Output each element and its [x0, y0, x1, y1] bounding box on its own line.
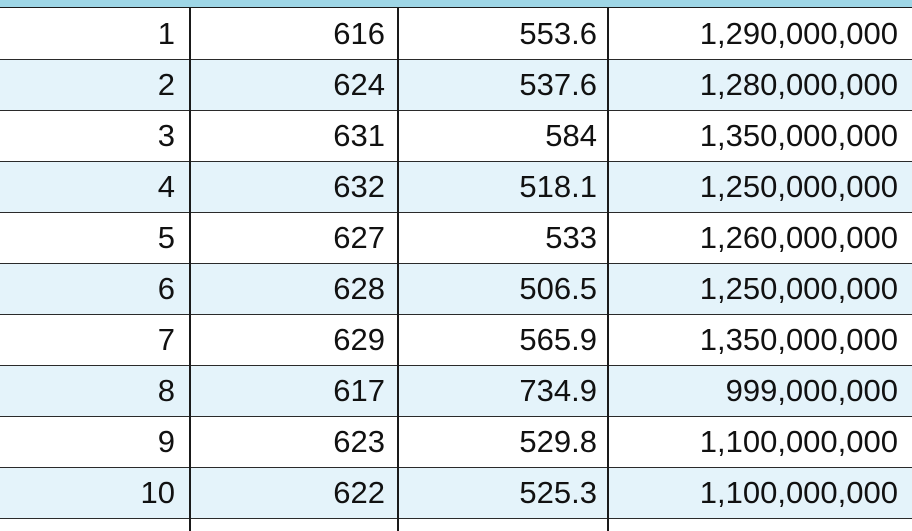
- table-row: 6 628 506.5 1,250,000,000: [0, 263, 912, 315]
- cell[interactable]: 4: [0, 161, 191, 213]
- cell[interactable]: 1,250,000,000: [608, 263, 912, 315]
- cell[interactable]: 1,100,000,000: [608, 467, 912, 519]
- cell[interactable]: 1,350,000,000: [608, 110, 912, 162]
- cell[interactable]: 632: [190, 161, 399, 213]
- table-row: 8 617 734.9 999,000,000: [0, 365, 912, 417]
- cell[interactable]: [398, 518, 609, 531]
- cell[interactable]: 734.9: [398, 365, 609, 417]
- cell[interactable]: 1: [0, 8, 191, 60]
- cell[interactable]: 553.6: [398, 8, 609, 60]
- cell[interactable]: 584: [398, 110, 609, 162]
- cell[interactable]: 1,290,000,000: [608, 8, 912, 60]
- table-row: 9 623 529.8 1,100,000,000: [0, 416, 912, 468]
- cell[interactable]: 506.5: [398, 263, 609, 315]
- cell[interactable]: 518.1: [398, 161, 609, 213]
- table-row: 2 624 537.6 1,280,000,000: [0, 59, 912, 111]
- cell[interactable]: 624: [190, 59, 399, 111]
- cell[interactable]: 6: [0, 263, 191, 315]
- cell[interactable]: 3: [0, 110, 191, 162]
- cell[interactable]: 565.9: [398, 314, 609, 366]
- cell[interactable]: 533: [398, 212, 609, 264]
- cell[interactable]: 631: [190, 110, 399, 162]
- cell[interactable]: 623: [190, 416, 399, 468]
- cell[interactable]: 999,000,000: [608, 365, 912, 417]
- cell[interactable]: 537.6: [398, 59, 609, 111]
- cell[interactable]: 10: [0, 467, 191, 519]
- table-row: 1 616 553.6 1,290,000,000: [0, 8, 912, 60]
- cell[interactable]: 616: [190, 8, 399, 60]
- table-row: 3 631 584 1,350,000,000: [0, 110, 912, 162]
- data-table: 1 616 553.6 1,290,000,000 2 624 537.6 1,…: [0, 8, 912, 531]
- cell[interactable]: 9: [0, 416, 191, 468]
- cell[interactable]: 628: [190, 263, 399, 315]
- cell[interactable]: 622: [190, 467, 399, 519]
- cell[interactable]: 5: [0, 212, 191, 264]
- cell[interactable]: [608, 518, 912, 531]
- table-row: 11: [0, 518, 912, 531]
- cell[interactable]: 1,350,000,000: [608, 314, 912, 366]
- cell[interactable]: 1,260,000,000: [608, 212, 912, 264]
- table-row: 5 627 533 1,260,000,000: [0, 212, 912, 264]
- cell[interactable]: 525.3: [398, 467, 609, 519]
- cell[interactable]: 617: [190, 365, 399, 417]
- cell[interactable]: 1,280,000,000: [608, 59, 912, 111]
- cell[interactable]: [190, 518, 399, 531]
- cell[interactable]: 627: [190, 212, 399, 264]
- cell[interactable]: 1,250,000,000: [608, 161, 912, 213]
- table-row: 7 629 565.9 1,350,000,000: [0, 314, 912, 366]
- table-row: 4 632 518.1 1,250,000,000: [0, 161, 912, 213]
- cell[interactable]: 2: [0, 59, 191, 111]
- cell[interactable]: 529.8: [398, 416, 609, 468]
- table-row: 10 622 525.3 1,100,000,000: [0, 467, 912, 519]
- cell[interactable]: 11: [0, 518, 191, 531]
- cell[interactable]: 1,100,000,000: [608, 416, 912, 468]
- cell[interactable]: 629: [190, 314, 399, 366]
- cell[interactable]: 7: [0, 314, 191, 366]
- cell-text: 11: [143, 525, 175, 531]
- cell[interactable]: 8: [0, 365, 191, 417]
